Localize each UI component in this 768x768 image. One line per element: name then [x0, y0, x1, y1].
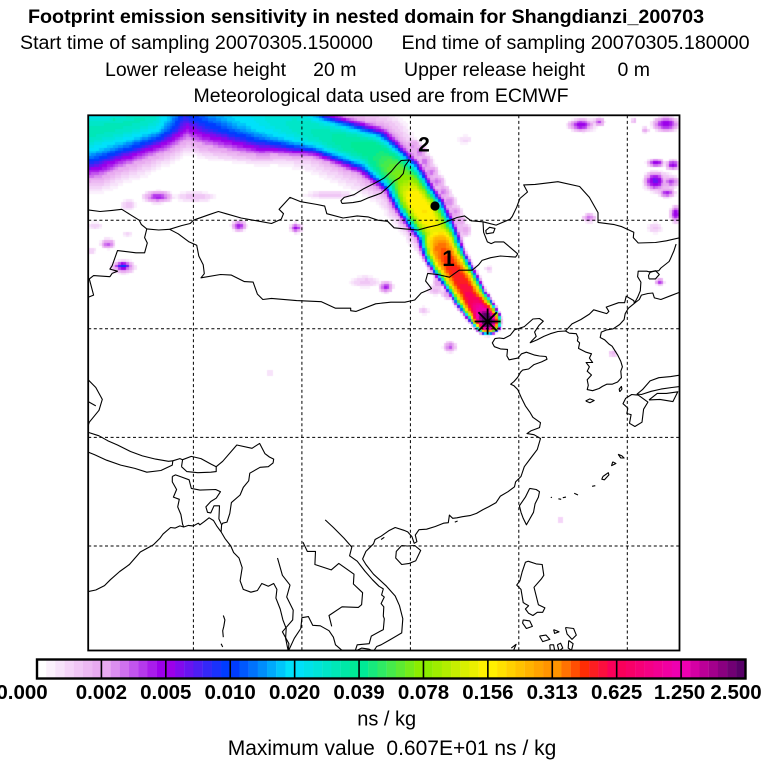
svg-text:Start time of sampling 2007030: Start time of sampling 20070305.150000	[20, 32, 373, 54]
svg-text:Maximum value 0.607E+01 ns /: Maximum value 0.607E+01 ns / kg	[228, 737, 557, 760]
svg-text:Upper release height 0 m: Upper release height 0 m	[404, 59, 650, 81]
svg-text:0.005: 0.005	[140, 681, 191, 704]
svg-text:1: 1	[442, 246, 455, 271]
svg-text:0.156: 0.156	[462, 681, 513, 704]
svg-text:0.020: 0.020	[269, 681, 320, 704]
svg-text:0.078: 0.078	[398, 681, 449, 704]
svg-text:ns / kg: ns / kg	[357, 709, 416, 731]
svg-text:0.313: 0.313	[527, 681, 578, 704]
svg-text:2: 2	[418, 134, 430, 157]
svg-text:0.002: 0.002	[76, 681, 127, 704]
svg-text:2.500: 2.500	[710, 681, 761, 704]
svg-text:End time of sampling 20070305.: End time of sampling 20070305.180000	[402, 32, 750, 54]
svg-text:0.625: 0.625	[591, 681, 642, 704]
svg-text:Lower release height 20 m: Lower release height 20 m	[105, 59, 356, 81]
svg-text:0.039: 0.039	[333, 681, 384, 704]
svg-text:1.250: 1.250	[654, 681, 705, 704]
svg-text:Footprint emission sensitivity: Footprint emission sensitivity in nested…	[28, 6, 704, 28]
svg-text:Meteorological data used are f: Meteorological data used are from ECMWF	[194, 85, 569, 107]
svg-text:0.000: 0.000	[0, 681, 48, 704]
svg-text:0.010: 0.010	[205, 681, 256, 704]
